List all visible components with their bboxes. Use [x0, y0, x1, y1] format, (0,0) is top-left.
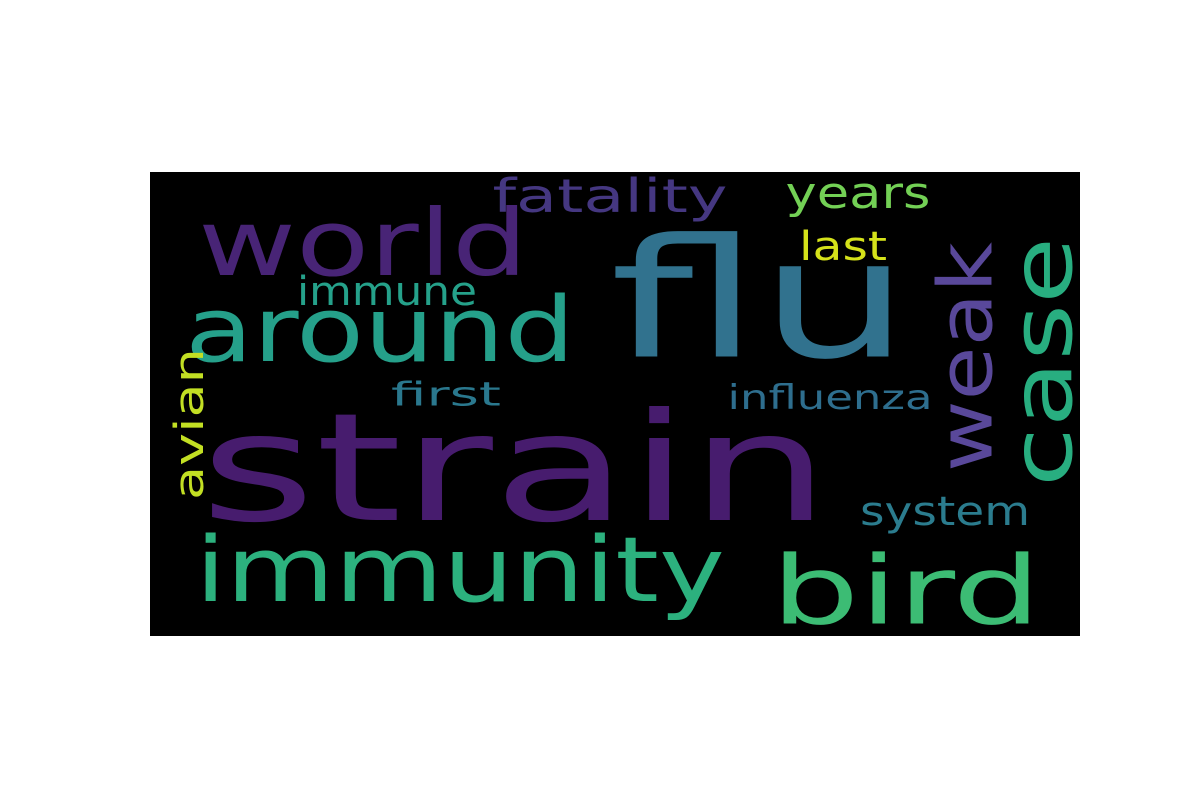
word-case: case: [993, 237, 1081, 487]
word-flu: flu: [609, 203, 911, 396]
word-last: last: [798, 224, 888, 270]
word-fatality: fatality: [492, 172, 728, 223]
word-weak: weak: [921, 242, 1010, 472]
word-world: world: [197, 190, 529, 297]
word-bird: bird: [771, 536, 1041, 636]
word-cloud: strain flu world around immunity bird we…: [150, 172, 1080, 636]
word-avian: avian: [167, 348, 213, 500]
word-strain: strain: [200, 382, 830, 556]
word-years: years: [785, 172, 931, 219]
word-around: around: [185, 278, 575, 383]
word-first: first: [391, 374, 501, 414]
word-immunity: immunity: [195, 518, 725, 623]
word-system: system: [859, 489, 1031, 535]
word-influenza: influenza: [727, 378, 933, 418]
word-immune: immune: [297, 269, 477, 315]
